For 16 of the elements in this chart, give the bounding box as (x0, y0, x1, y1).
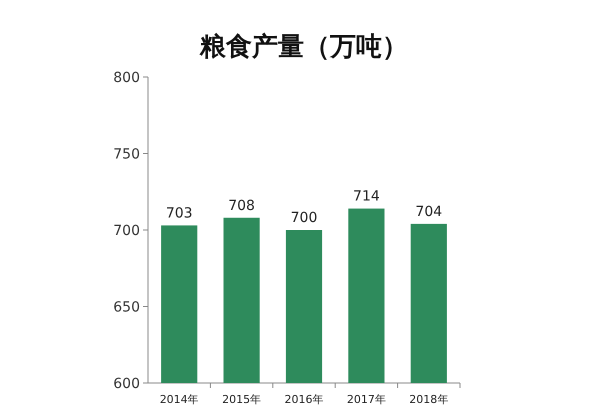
x-tick-label: 2017年 (346, 393, 386, 406)
data-label: 704 (415, 204, 442, 220)
y-tick-label: 600 (113, 376, 140, 392)
y-tick-label: 650 (113, 300, 140, 316)
chart-title: 粮食产量（万吨） (199, 32, 408, 62)
data-label: 700 (290, 210, 318, 226)
data-label: 708 (228, 198, 255, 214)
x-tick-label: 2018年 (409, 393, 448, 406)
y-tick-label: 800 (113, 70, 140, 86)
x-tick-label: 2014年 (160, 393, 199, 406)
x-tick-label: 2015年 (222, 393, 262, 406)
x-tick-label: 2016年 (284, 393, 324, 406)
data-label: 714 (353, 188, 380, 205)
y-tick-label: 700 (113, 223, 140, 239)
data-label: 703 (166, 205, 193, 222)
y-tick-label: 750 (113, 146, 140, 162)
